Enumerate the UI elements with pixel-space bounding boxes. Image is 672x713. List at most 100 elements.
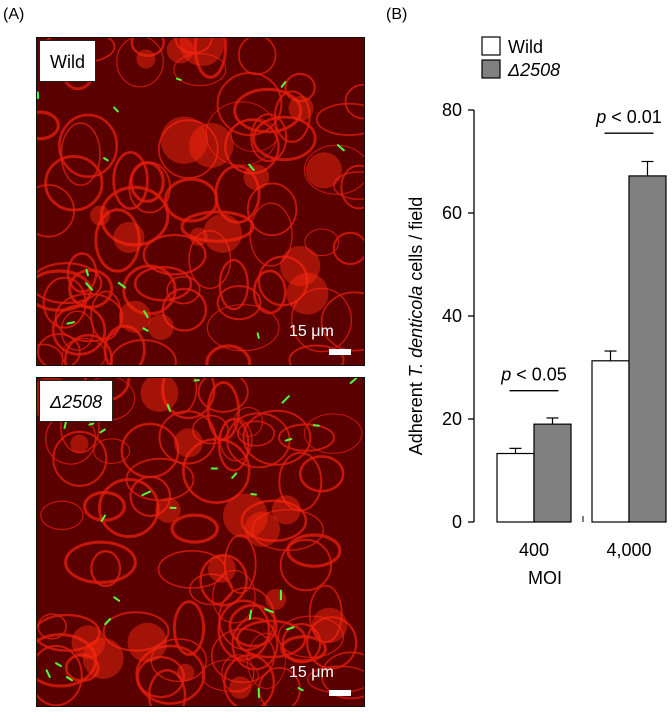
cell-bright-spot: [207, 554, 236, 583]
cell-bright-spot: [155, 497, 181, 523]
cell-outline: [246, 182, 298, 237]
cell-outline: [286, 533, 342, 568]
bacteria-marker: [45, 669, 51, 678]
cell-bright-spot: [90, 205, 111, 226]
bacteria-marker: [286, 626, 295, 631]
bacteria-marker: [100, 514, 106, 522]
cell-outline: [228, 603, 278, 648]
cell-outline: [90, 550, 122, 588]
cell-outline: [231, 617, 279, 671]
bacteria-marker: [264, 608, 274, 613]
cell-outline: [133, 265, 193, 302]
bacteria-marker: [55, 662, 62, 667]
cell-outline: [284, 72, 316, 103]
cell-outline: [277, 615, 344, 658]
cell-outline: [306, 616, 358, 670]
panel-b-letter: (B): [386, 6, 408, 23]
cell-bright-spot: [305, 152, 343, 189]
micrograph-wild-label: Wild: [39, 40, 96, 82]
cell-outline: [214, 164, 261, 224]
cell-bright-spot: [280, 246, 321, 287]
cell-outline: [233, 87, 303, 134]
cell-outline: [129, 160, 165, 203]
scale-bar-label-wild: 15 μm: [289, 323, 334, 340]
bacteria-marker: [250, 493, 257, 496]
cell-outline: [242, 409, 312, 466]
cell-outline: [37, 333, 81, 365]
cell-outline: [193, 38, 228, 79]
bacteria-marker: [248, 609, 253, 620]
y-axis-title: Adherent T. denticola cells / field: [406, 197, 426, 456]
cell-outline: [320, 291, 364, 352]
cell-outline: [150, 638, 208, 683]
cell-outline: [142, 233, 207, 276]
cell-outline: [315, 102, 364, 136]
cell-outline: [99, 185, 170, 247]
cell-outline: [344, 83, 364, 120]
cell-outline: [37, 262, 103, 305]
cell-outline: [37, 269, 93, 312]
cell-outline: [257, 255, 309, 307]
legend-label: Wild: [508, 37, 543, 57]
cell-bright-spot: [147, 314, 174, 340]
bar: [496, 452, 535, 523]
cell-outline: [246, 632, 286, 689]
cell-bright-spot: [223, 493, 268, 539]
cell-bright-spot: [265, 589, 287, 610]
cell-outline: [191, 414, 229, 445]
cell-bright-spot: [189, 227, 208, 246]
cell-outline: [221, 654, 255, 693]
bacteria-marker: [256, 332, 260, 339]
cell-outline: [182, 437, 251, 504]
micrograph-wild: Wild 15 μm: [36, 37, 365, 366]
cell-outline: [332, 231, 364, 266]
cell-bright-spot: [203, 213, 243, 253]
cell-bright-spot: [136, 49, 156, 69]
cell-bright-spot: [71, 625, 106, 659]
cell-outline: [162, 378, 198, 415]
cell-outline: [37, 110, 60, 141]
cell-outline: [249, 202, 293, 267]
panel-a-letter: (A): [3, 6, 25, 23]
bacteria-marker: [248, 163, 255, 171]
cell-outline: [304, 228, 340, 257]
y-tick-label: 40: [442, 306, 462, 326]
bacteria-marker: [142, 327, 149, 332]
bacteria-marker: [312, 424, 320, 427]
cell-outline: [173, 53, 227, 87]
cell-outline: [189, 573, 234, 606]
bacteria-marker: [284, 438, 293, 442]
cell-outline: [252, 115, 317, 162]
bacteria-marker: [117, 281, 127, 289]
y-tick-label: 60: [442, 203, 462, 223]
scale-bar-label-mutant: 15 μm: [289, 664, 334, 681]
cell-outline: [252, 269, 287, 315]
cell-bright-spot: [166, 38, 194, 64]
cell-outline: [44, 154, 104, 212]
cell-outline: [64, 540, 137, 585]
cell-outline: [61, 338, 107, 365]
cell-bright-spot: [160, 116, 208, 164]
cell-outline: [64, 653, 100, 683]
cell-outline: [98, 478, 160, 538]
bacteria-marker: [103, 157, 109, 162]
y-tick-label: 80: [442, 100, 462, 120]
bacteria-marker: [104, 618, 112, 626]
cell-bright-spot: [179, 38, 225, 67]
cell-outline: [321, 651, 364, 700]
bar-chart: Wild Δ2508 0 20 40 60 80 400 4,000 p < 0.05 p < 0.…: [406, 36, 667, 588]
cell-outline: [120, 422, 180, 479]
cell-outline: [147, 668, 187, 706]
bacteria-marker: [88, 422, 95, 426]
bacteria-marker: [176, 77, 182, 81]
bacteria-marker: [281, 395, 290, 404]
cell-outline: [112, 151, 149, 210]
cell-outline: [93, 438, 131, 464]
bacteria-marker: [85, 282, 94, 291]
cell-outline: [130, 38, 165, 57]
cell-outline: [230, 118, 278, 152]
cell-outline: [281, 622, 322, 664]
micrograph-mutant-label: Δ2508: [39, 380, 114, 422]
cell-bright-spot: [118, 300, 151, 333]
bar: [533, 423, 572, 523]
